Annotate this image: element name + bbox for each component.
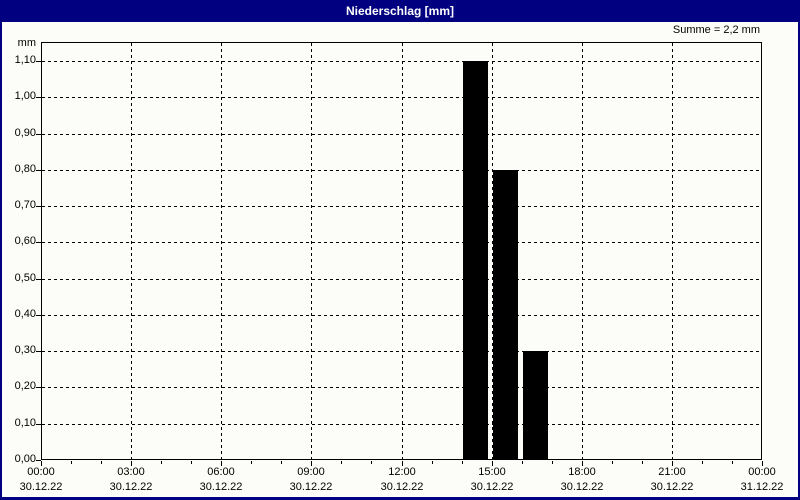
- x-tick-date-label: 30.12.22: [470, 481, 514, 493]
- x-tick-date-label: 30.12.22: [19, 481, 63, 493]
- x-tick-minor: [732, 461, 733, 464]
- y-tick-label: 0,90: [14, 127, 36, 139]
- y-tick-label: 0,20: [14, 380, 36, 392]
- y-tick-label: 0,50: [14, 272, 36, 284]
- y-tick: [36, 242, 41, 243]
- y-tick-label: 0,80: [14, 163, 36, 175]
- plot-area: [41, 42, 762, 460]
- sum-label: Summe = 2,2 mm: [672, 24, 760, 36]
- x-tick-minor: [371, 461, 372, 464]
- window-title: Niederschlag [mm]: [345, 4, 455, 18]
- y-tick-label: 0,00: [14, 453, 36, 465]
- precip-bar: [493, 170, 518, 460]
- y-tick-label: 0,10: [14, 417, 36, 429]
- y-tick: [36, 424, 41, 425]
- x-tick-major: [762, 461, 763, 466]
- v-gridline: [311, 43, 312, 459]
- x-tick-time-label: 18:00: [568, 466, 596, 478]
- y-tick-label: 0,40: [14, 308, 36, 320]
- x-tick-minor: [612, 461, 613, 464]
- y-tick-label: 1,00: [14, 90, 36, 102]
- x-tick-minor: [161, 461, 162, 464]
- x-tick-minor: [642, 461, 643, 464]
- x-tick-minor: [341, 461, 342, 464]
- v-gridline: [672, 43, 673, 459]
- x-tick-time-label: 09:00: [297, 466, 325, 478]
- y-tick: [36, 97, 41, 98]
- x-tick-minor: [191, 461, 192, 464]
- window-border-left: [0, 22, 2, 500]
- y-tick: [36, 279, 41, 280]
- x-tick-minor: [71, 461, 72, 464]
- y-tick-label: 0,30: [14, 344, 36, 356]
- y-tick: [36, 460, 41, 461]
- window-titlebar: Niederschlag [mm]: [0, 0, 800, 22]
- y-tick-label: 1,10: [14, 54, 36, 66]
- window-border-bottom: [0, 497, 800, 500]
- x-tick-major: [582, 461, 583, 466]
- y-tick-label: 0,60: [14, 235, 36, 247]
- x-tick-minor: [281, 461, 282, 464]
- x-tick-date-label: 30.12.22: [109, 481, 153, 493]
- x-tick-date-label: 31.12.22: [740, 481, 784, 493]
- x-tick-date-label: 30.12.22: [380, 481, 424, 493]
- y-tick-label: 0,70: [14, 199, 36, 211]
- x-tick-major: [41, 461, 42, 466]
- x-tick-time-label: 03:00: [117, 466, 145, 478]
- x-tick-time-label: 15:00: [478, 466, 506, 478]
- x-tick-date-label: 30.12.22: [289, 481, 333, 493]
- x-tick-major: [672, 461, 673, 466]
- y-tick: [36, 206, 41, 207]
- x-tick-time-label: 12:00: [388, 466, 416, 478]
- x-tick-time-label: 21:00: [658, 466, 686, 478]
- y-tick: [36, 134, 41, 135]
- x-tick-major: [402, 461, 403, 466]
- x-tick-time-label: 00:00: [27, 466, 55, 478]
- x-tick-date-label: 30.12.22: [560, 481, 604, 493]
- v-gridline: [492, 43, 493, 459]
- precip-bar: [523, 351, 548, 460]
- x-tick-minor: [101, 461, 102, 464]
- x-tick-date-label: 30.12.22: [199, 481, 243, 493]
- x-tick-minor: [462, 461, 463, 464]
- precip-bar: [463, 61, 488, 460]
- x-tick-minor: [702, 461, 703, 464]
- y-tick: [36, 387, 41, 388]
- y-tick: [36, 315, 41, 316]
- window-border-right: [798, 22, 800, 500]
- x-tick-major: [221, 461, 222, 466]
- y-tick: [36, 351, 41, 352]
- x-tick-major: [492, 461, 493, 466]
- x-tick-minor: [552, 461, 553, 464]
- x-tick-minor: [522, 461, 523, 464]
- x-tick-major: [311, 461, 312, 466]
- y-tick: [36, 170, 41, 171]
- x-tick-minor: [251, 461, 252, 464]
- x-tick-major: [131, 461, 132, 466]
- x-tick-time-label: 00:00: [748, 466, 776, 478]
- y-axis-unit-label: mm: [17, 37, 36, 49]
- v-gridline: [402, 43, 403, 459]
- y-tick: [36, 61, 41, 62]
- x-tick-time-label: 06:00: [207, 466, 235, 478]
- v-gridline: [221, 43, 222, 459]
- v-gridline: [131, 43, 132, 459]
- x-tick-minor: [432, 461, 433, 464]
- x-tick-date-label: 30.12.22: [650, 481, 694, 493]
- v-gridline: [582, 43, 583, 459]
